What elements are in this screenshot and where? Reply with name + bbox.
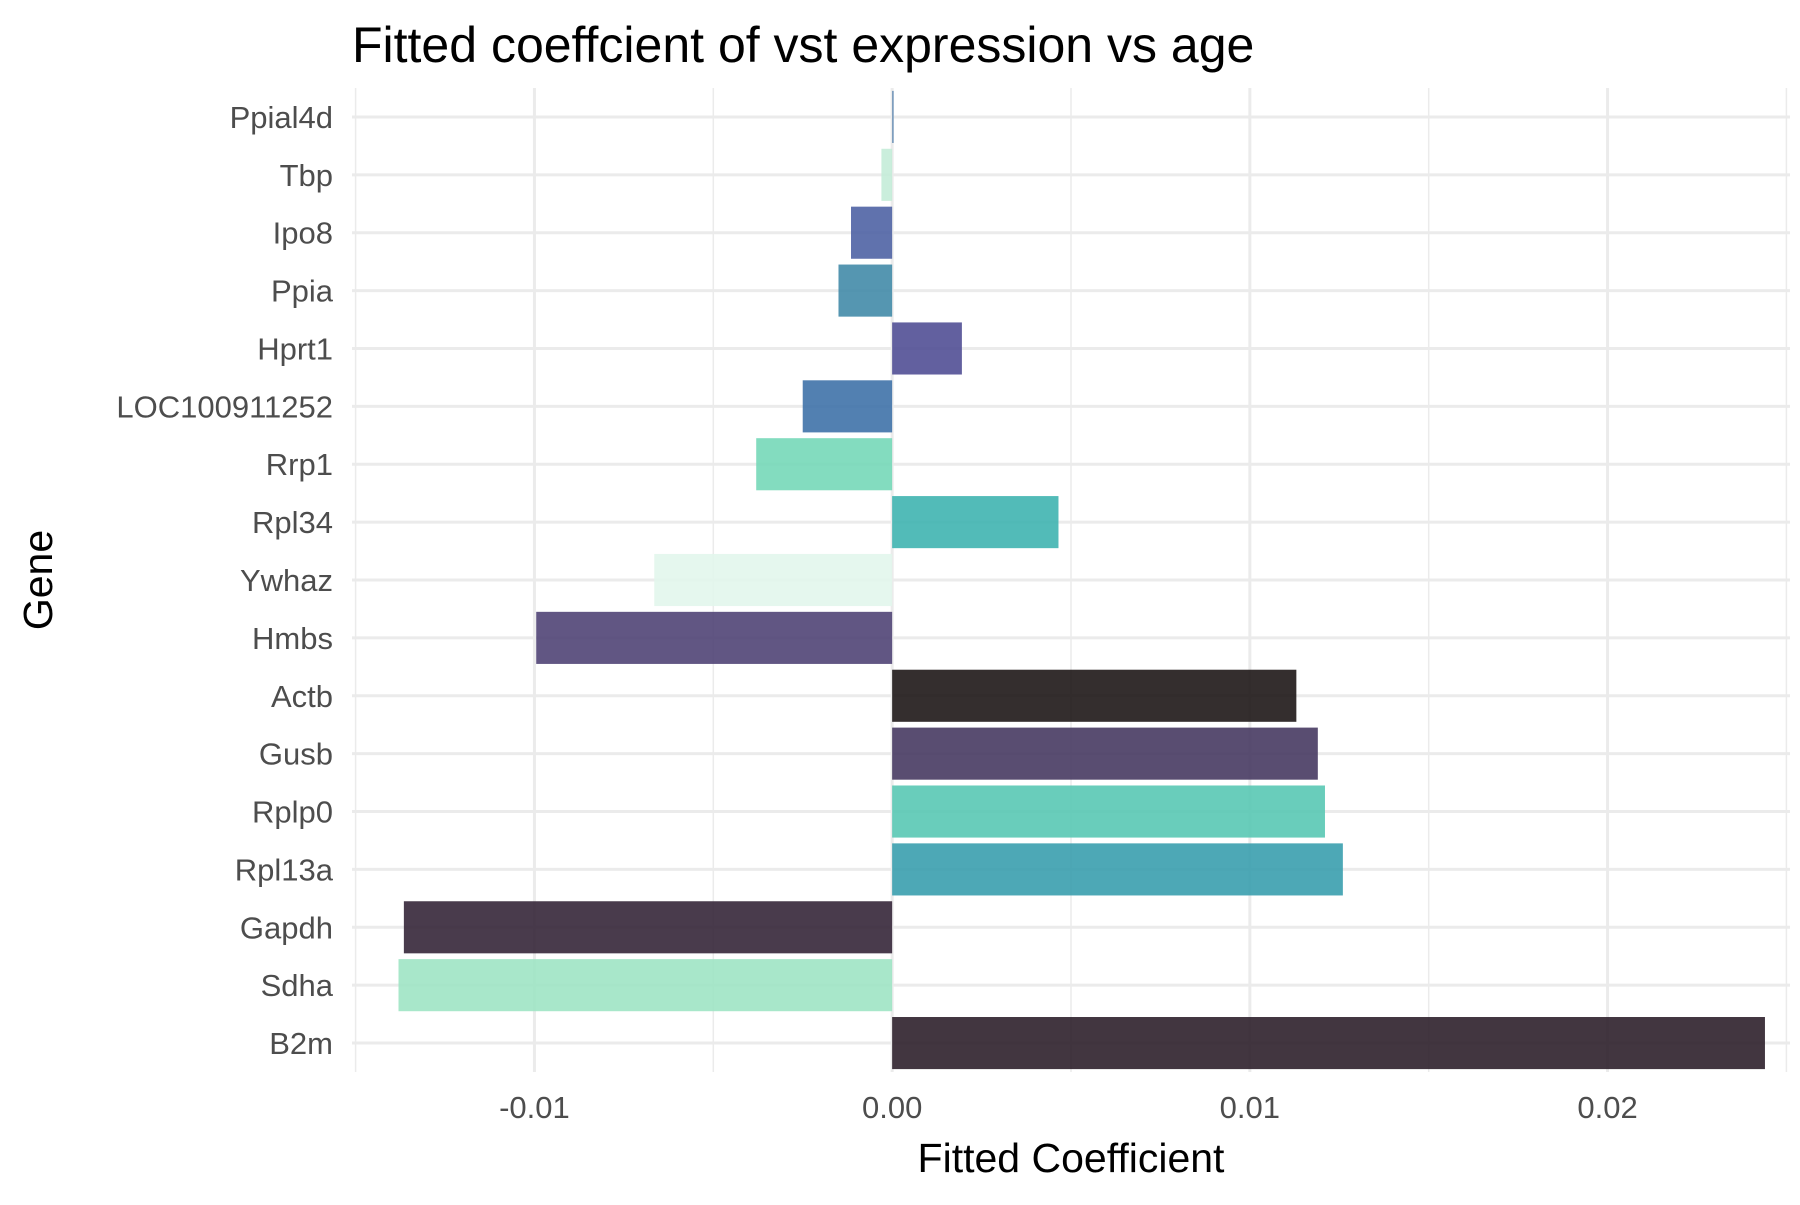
- bar-rpl34: [892, 496, 1059, 549]
- y-tick-label: Hmbs: [252, 621, 333, 656]
- x-axis-title: Fitted Coefficient: [918, 1135, 1226, 1181]
- y-tick-label: Ppia: [271, 274, 334, 309]
- chart-title: Fitted coeffcient of vst expression vs a…: [352, 17, 1254, 73]
- x-tick-label: -0.01: [499, 1090, 570, 1125]
- bar-gapdh: [403, 901, 893, 954]
- bar-rplp0: [892, 785, 1325, 838]
- bar-actb: [892, 669, 1297, 722]
- y-tick-label: B2m: [269, 1026, 333, 1061]
- bar-ipo8: [851, 206, 893, 259]
- bar-hmbs: [536, 611, 893, 664]
- y-tick-label: LOC100911252: [116, 389, 333, 424]
- bar-tbp: [881, 148, 893, 201]
- y-tick-label: Rrp1: [266, 447, 333, 482]
- y-tick-label: Rpl13a: [235, 852, 334, 887]
- y-axis-title: Gene: [15, 530, 61, 630]
- y-tick-label: Hprt1: [257, 331, 333, 366]
- grid-layer: [352, 88, 1790, 1072]
- bar-rrp1: [756, 438, 893, 491]
- y-tick-label: Ywhaz: [240, 563, 333, 598]
- bar-ppia: [838, 264, 893, 317]
- bar-b2m: [892, 1017, 1765, 1070]
- x-tick-label: 0.02: [1577, 1090, 1637, 1125]
- bar-ppial4d: [892, 90, 894, 143]
- y-tick-label: Tbp: [280, 158, 333, 193]
- y-tick-label: Ppial4d: [230, 100, 333, 135]
- bar-hprt1: [892, 322, 962, 375]
- y-tick-label: Rplp0: [252, 795, 333, 830]
- bar-gusb: [892, 727, 1318, 780]
- y-tick-label: Ipo8: [273, 216, 333, 251]
- y-tick-label: Gusb: [259, 737, 333, 772]
- ticks-layer: Ppial4d Tbp Ipo8 Ppia Hprt1 LOC100911252 Rrp1 R…: [116, 100, 1637, 1125]
- y-tick-label: Actb: [271, 679, 333, 714]
- x-tick-label: 0.00: [862, 1090, 922, 1125]
- bar-sdha: [398, 959, 893, 1012]
- y-tick-label: Gapdh: [240, 910, 333, 945]
- bar-loc100911252: [802, 380, 893, 433]
- y-tick-label: Rpl34: [252, 505, 333, 540]
- bars-layer: [398, 90, 1765, 1070]
- y-tick-label: Sdha: [261, 968, 334, 1003]
- x-tick-label: 0.01: [1220, 1090, 1280, 1125]
- bar-rpl13a: [892, 843, 1343, 896]
- bar-ywhaz: [654, 553, 893, 607]
